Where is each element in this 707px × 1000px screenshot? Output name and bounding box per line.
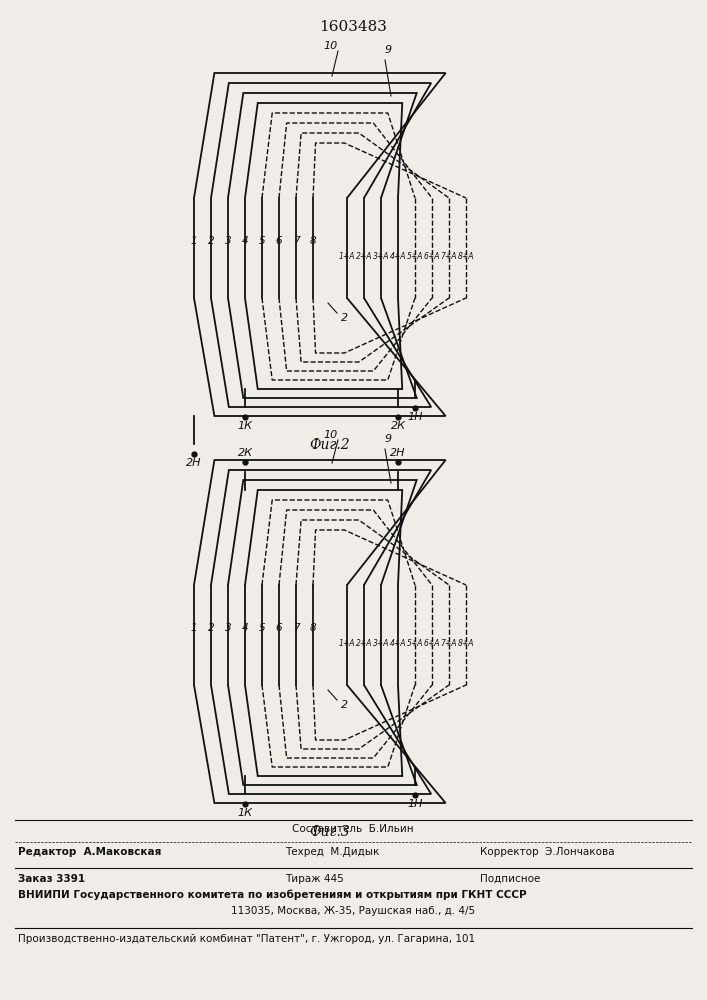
Text: 9: 9 — [385, 434, 392, 444]
Text: 2+A: 2+A — [356, 639, 373, 648]
Text: 6: 6 — [276, 623, 282, 633]
Text: 7: 7 — [293, 236, 299, 246]
Text: Составитель  Б.Ильин: Составитель Б.Ильин — [292, 824, 414, 834]
Text: 2Н: 2Н — [186, 458, 201, 468]
Text: ВНИИПИ Государственного комитета по изобретениям и открытиям при ГКНТ СССР: ВНИИПИ Государственного комитета по изоб… — [18, 890, 527, 900]
Text: 8: 8 — [310, 623, 316, 633]
Text: 9: 9 — [385, 45, 392, 55]
Text: 1К: 1К — [238, 808, 252, 818]
Text: 4+A: 4+A — [390, 252, 407, 261]
Text: 10: 10 — [324, 430, 338, 440]
Text: 5: 5 — [259, 623, 265, 633]
Text: Подписное: Подписное — [480, 874, 540, 884]
Text: 3+A: 3+A — [373, 252, 390, 261]
Text: 6: 6 — [276, 236, 282, 246]
Text: 3+A: 3+A — [373, 639, 390, 648]
Text: Производственно-издательский комбинат "Патент", г. Ужгород, ул. Гагарина, 101: Производственно-издательский комбинат "П… — [18, 934, 475, 944]
Text: 2К: 2К — [238, 448, 252, 458]
Text: 7+A: 7+A — [440, 639, 457, 648]
Text: Редактор  А.Маковская: Редактор А.Маковская — [18, 847, 161, 857]
Text: Техред  М.Дидык: Техред М.Дидык — [285, 847, 380, 857]
Text: 7: 7 — [293, 623, 299, 633]
Text: Заказ 3391: Заказ 3391 — [18, 874, 85, 884]
Text: Корректор  Э.Лончакова: Корректор Э.Лончакова — [480, 847, 614, 857]
Text: 3: 3 — [225, 623, 231, 633]
Text: 1+A: 1+A — [339, 252, 355, 261]
Text: 1: 1 — [191, 623, 197, 633]
Text: 8+A: 8+A — [457, 252, 474, 261]
Text: 1: 1 — [191, 236, 197, 246]
Text: 4: 4 — [242, 236, 248, 246]
Text: 2Н: 2Н — [390, 448, 406, 458]
Text: 2: 2 — [341, 313, 349, 323]
Text: 10: 10 — [324, 41, 338, 51]
Text: 2К: 2К — [390, 421, 406, 431]
Text: 5+A: 5+A — [407, 639, 423, 648]
Text: 5: 5 — [259, 236, 265, 246]
Text: 2: 2 — [341, 700, 349, 710]
Text: 4+A: 4+A — [390, 639, 407, 648]
Text: 2: 2 — [208, 236, 214, 246]
Text: Фиг.2: Фиг.2 — [310, 438, 350, 452]
Text: 1Н: 1Н — [407, 799, 423, 809]
Text: 8+A: 8+A — [457, 639, 474, 648]
Text: 7+A: 7+A — [440, 252, 457, 261]
Text: 4: 4 — [242, 623, 248, 633]
Text: 6+A: 6+A — [423, 252, 440, 261]
Text: 1К: 1К — [238, 421, 252, 431]
Text: 1+A: 1+A — [339, 639, 355, 648]
Text: 113035, Москва, Ж-35, Раушская наб., д. 4/5: 113035, Москва, Ж-35, Раушская наб., д. … — [231, 906, 475, 916]
Text: 2+A: 2+A — [356, 252, 373, 261]
Text: 5+A: 5+A — [407, 252, 423, 261]
Text: 8: 8 — [310, 236, 316, 246]
Text: 2: 2 — [208, 623, 214, 633]
Text: Фиг.3: Фиг.3 — [310, 825, 350, 839]
Text: 3: 3 — [225, 236, 231, 246]
Text: 1603483: 1603483 — [319, 20, 387, 34]
Text: 6+A: 6+A — [423, 639, 440, 648]
Text: 1Н: 1Н — [407, 412, 423, 422]
Text: Тираж 445: Тираж 445 — [285, 874, 344, 884]
